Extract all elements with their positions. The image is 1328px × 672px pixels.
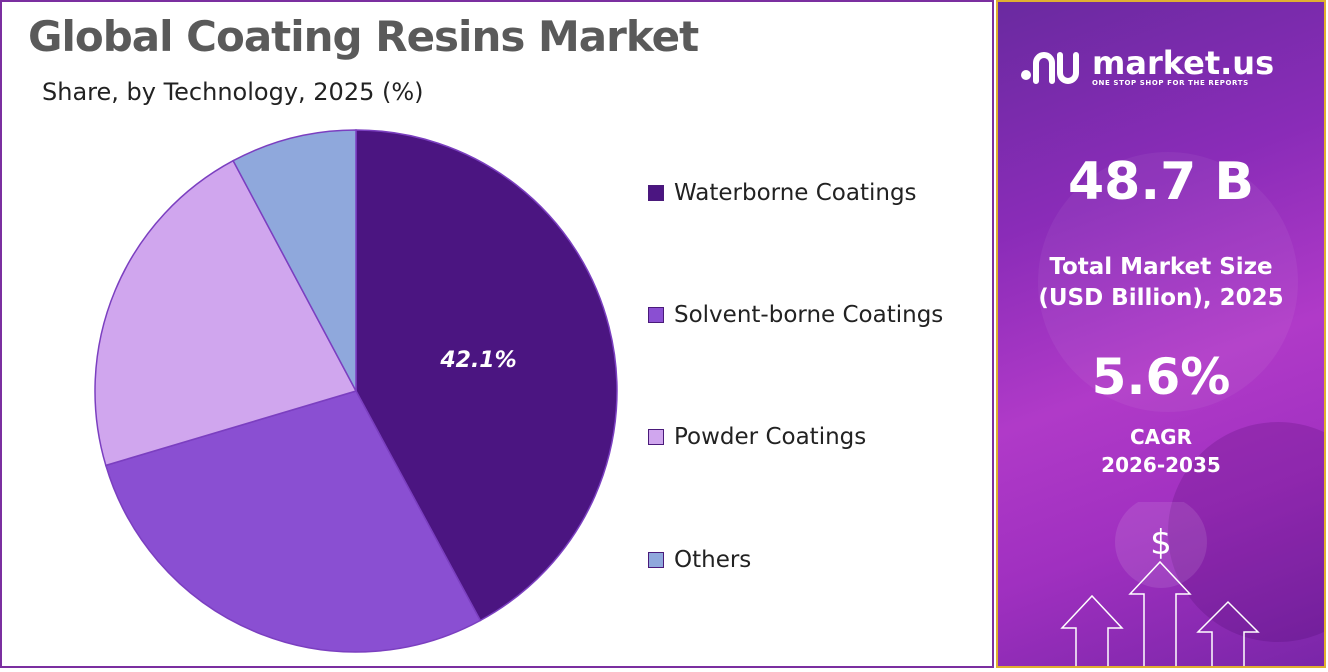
legend-label: Others (674, 547, 752, 573)
market-size-label: Total Market Size (1049, 254, 1273, 280)
brand-name: market.us (1092, 44, 1275, 82)
chart-panel: Global Coating Resins Market Share, by T… (0, 0, 994, 668)
cagr-period: 2026-2035 (1101, 453, 1221, 477)
chart-subtitle: Share, by Technology, 2025 (%) (42, 78, 424, 106)
brand-tagline: ONE STOP SHOP FOR THE REPORTS (1092, 79, 1249, 87)
legend-swatch-others (648, 552, 664, 568)
pie-chart: 42.1% (94, 129, 618, 653)
legend-label: Powder Coatings (674, 424, 867, 450)
dollar-coin-icon: $ (1115, 502, 1207, 588)
legend-swatch-waterborne (648, 185, 664, 201)
legend-item-others: Others (648, 545, 751, 575)
cagr-value: 5.6% (1091, 348, 1231, 406)
legend-swatch-powder (648, 429, 664, 445)
brand-logo: market.us ONE STOP SHOP FOR THE REPORTS (1020, 42, 1274, 92)
brand-logo-icon (1021, 52, 1079, 84)
legend-swatch-solvent-borne (648, 307, 664, 323)
legend-item-waterborne: Waterborne Coatings (648, 178, 917, 208)
pie-slice-waterborne-coatings (355, 129, 618, 622)
chart-title: Global Coating Resins Market (28, 12, 699, 61)
slice-data-label: 42.1% (439, 348, 516, 373)
pie-slice-others (232, 129, 357, 392)
legend-label: Waterborne Coatings (674, 180, 917, 206)
growth-illustration: $ (1060, 502, 1260, 666)
cagr-label: CAGR (1130, 425, 1192, 449)
legend-item-solvent-borne: Solvent-borne Coatings (648, 300, 943, 330)
background-decoration (1038, 152, 1298, 412)
legend-item-powder: Powder Coatings (648, 422, 866, 452)
market-size-value: 48.7 B (1067, 152, 1255, 212)
svg-text:$: $ (1150, 523, 1172, 563)
legend-label: Solvent-borne Coatings (674, 302, 944, 328)
pie-slice-powder-coatings (94, 159, 358, 467)
up-arrow-icon (1060, 560, 1260, 666)
pie-slice-solvent-borne-coatings (104, 390, 482, 653)
market-size-unit-label: (USD Billion), 2025 (1038, 285, 1284, 311)
market-info-panel: market.us ONE STOP SHOP FOR THE REPORTS … (996, 0, 1326, 668)
